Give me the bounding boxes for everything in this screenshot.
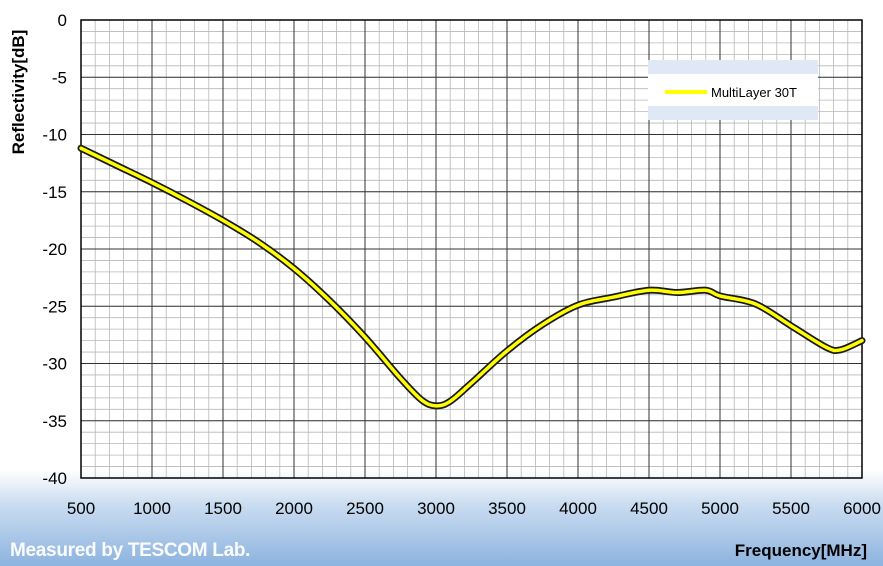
x-tick-label: 2500 (346, 499, 384, 518)
y-tick-labels: 0 -5 -10 -15 -20 -25 -30 -35 -40 (42, 11, 67, 488)
x-tick-label: 6000 (843, 499, 881, 518)
legend-box-shade (648, 106, 818, 120)
series-line-outline (77, 144, 866, 410)
series-line (79, 146, 864, 408)
legend-label: MultiLayer 30T (711, 85, 797, 100)
plot-frame (80, 19, 863, 479)
x-tick-label: 3500 (488, 499, 526, 518)
series-layer (77, 144, 866, 410)
x-tick-label: 3000 (417, 499, 455, 518)
x-tick-label: 1500 (204, 499, 242, 518)
measured-by-watermark: Measured by TESCOM Lab. (10, 540, 251, 561)
x-tick-labels: 500 1000 1500 2000 2500 3000 3500 4000 4500 5000 5… (67, 499, 881, 518)
x-tick-label: 4500 (630, 499, 668, 518)
x-tick-label: 1000 (133, 499, 171, 518)
y-tick-label: -30 (42, 355, 67, 374)
legend: MultiLayer 30T (648, 60, 818, 120)
x-axis-label: Frequency[MHz] (734, 541, 867, 560)
x-tick-label: 5500 (772, 499, 810, 518)
y-tick-label: 0 (58, 11, 67, 30)
legend-box-shade (648, 60, 818, 74)
x-tick-label: 2000 (275, 499, 313, 518)
y-axis-label: Reflectivity[dB] (9, 30, 28, 155)
y-tick-label: -20 (42, 240, 67, 259)
x-tick-label: 4000 (559, 499, 597, 518)
y-tick-label: -5 (52, 68, 67, 87)
y-tick-label: -10 (42, 126, 67, 145)
y-tick-label: -35 (42, 412, 67, 431)
x-tick-label: 5000 (701, 499, 739, 518)
y-tick-label: -40 (42, 469, 67, 488)
y-tick-label: -15 (42, 183, 67, 202)
y-tick-label: -25 (42, 297, 67, 316)
x-tick-label: 500 (67, 499, 95, 518)
